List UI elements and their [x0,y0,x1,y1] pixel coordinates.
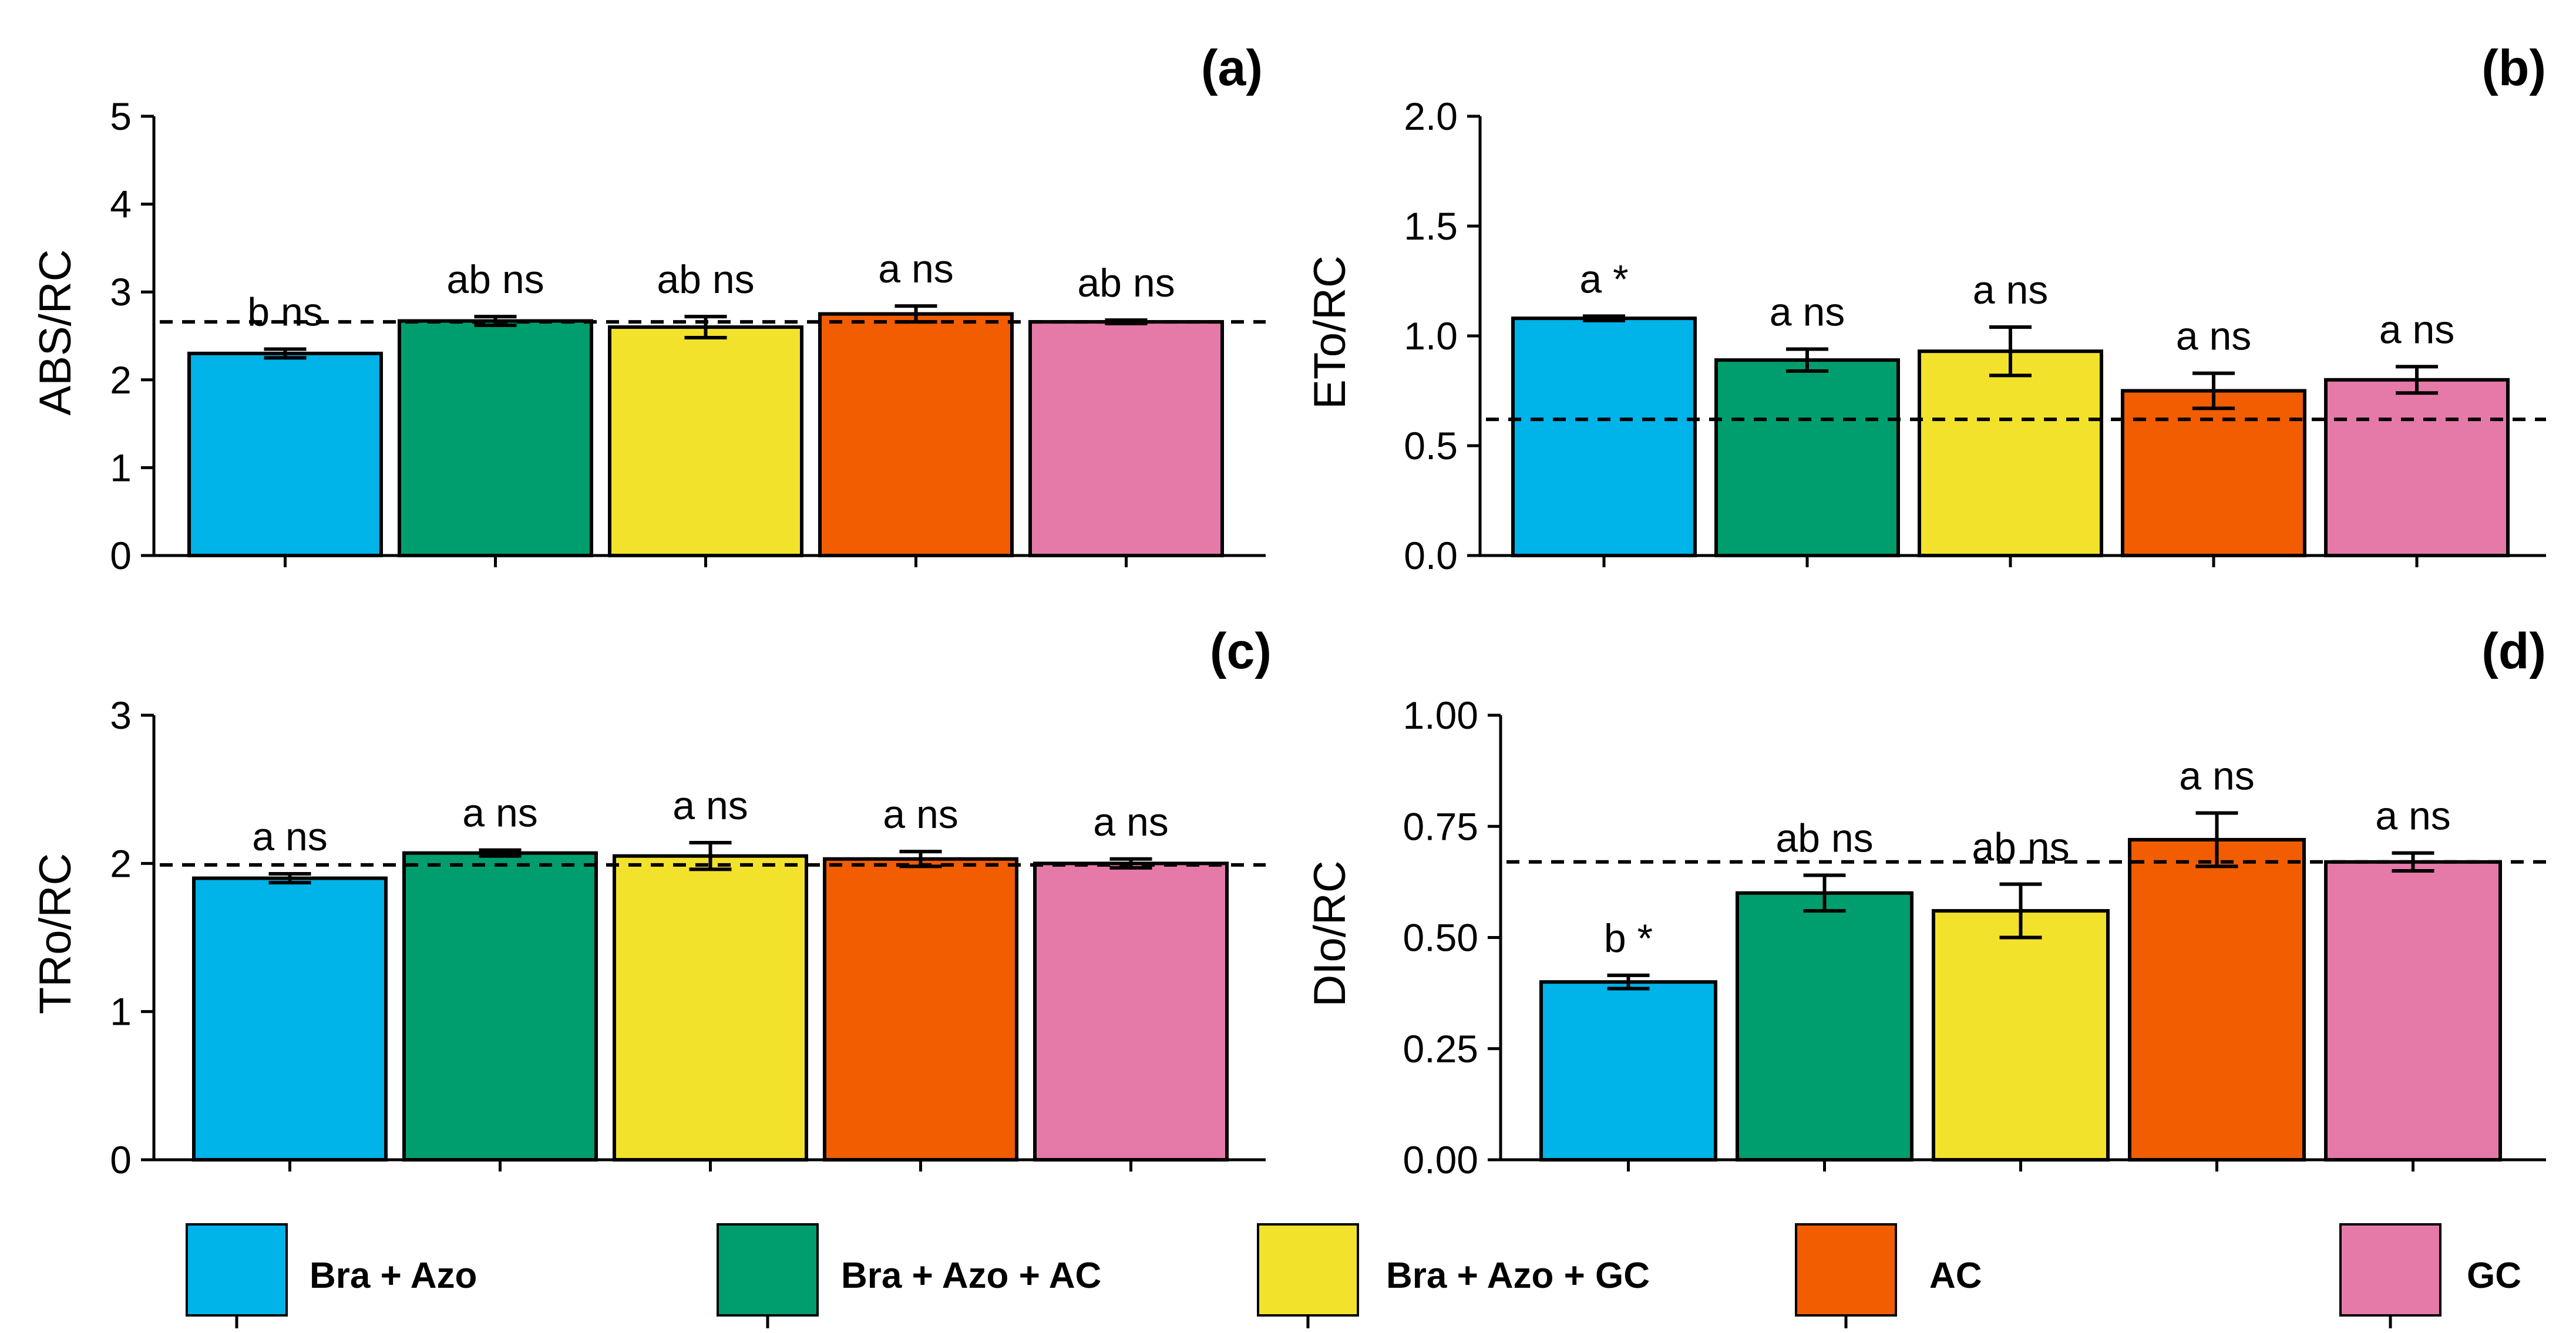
y-tick-label-c: 1 [110,990,132,1034]
panel-label-b: (b) [2481,40,2546,96]
legend: Bra + Azo Bra + Azo + AC Bra + Azo + GC … [186,1223,2521,1328]
panel-c: (c) TRo/RC 0 1 2 3 a ns a ns a ns a ns a ns [31,623,1272,1181]
bar-c [823,857,1018,1162]
legend-swatch-gc [2339,1223,2442,1317]
y-tick-label-c: 2 [110,841,132,885]
bar-a [818,312,1014,557]
bar-d [1539,980,1717,1162]
bar-d [2128,837,2306,1162]
y-tick-label-b: 1.5 [1404,204,1458,248]
legend-label-bra-azo-ac: Bra + Azo + AC [841,1255,1101,1296]
y-tick-label-b: 2.0 [1404,95,1458,138]
legend-swatch-bra-azo [186,1223,288,1317]
y-tick-label-b: 1.0 [1404,314,1458,358]
bar-a [608,325,803,557]
y-tick-label-a: 0 [110,534,132,577]
bar-label-d: a ns [2375,794,2451,839]
y-tick-label-a: 2 [110,358,132,402]
y-tick-label-d: 1.00 [1403,694,1478,737]
bar-d [2324,860,2502,1162]
bar-label-a: b ns [247,290,323,334]
y-tick-label-c: 0 [110,1138,132,1181]
y-tick-label-d: 0.75 [1403,804,1478,848]
bar-label-c: a ns [462,791,538,836]
y-tick-label-b: 0.0 [1404,534,1458,577]
bar-a [398,319,593,557]
bar-label-b: a ns [1973,268,2049,312]
bar-b [1918,349,2103,557]
bar-label-b: a * [1579,257,1628,301]
bar-label-b: a ns [2176,314,2252,359]
legend-label-bra-azo-gc: Bra + Azo + GC [1386,1255,1650,1296]
bar-b [2324,378,2510,557]
panel-label-c: (c) [1210,623,1272,679]
ylabel-b: ETo/RC [1305,255,1355,409]
bar-label-c: a ns [883,792,959,837]
bar-label-d: ab ns [1775,816,1873,861]
legend-label-bra-azo: Bra + Azo [310,1255,477,1296]
legend-label-gc: GC [2467,1255,2521,1296]
y-tick-label-c: 3 [110,694,132,737]
bar-label-d: a ns [2179,754,2255,799]
y-tick-label-a: 4 [110,183,132,226]
legend-swatch-bra-azo-gc [1257,1223,1359,1317]
bar-label-a: ab ns [1077,261,1175,305]
bar-a [1028,320,1224,558]
bar-b [1511,317,1697,558]
panel-b: (b) ETo/RC 0.0 0.5 1.0 1.5 2.0 a * a ns a ns a n… [1305,40,2546,577]
bar-label-c: a ns [672,783,748,828]
ylabel-d: DIo/RC [1305,860,1355,1007]
bar-label-a: ab ns [657,257,754,302]
legend-swatch-bra-azo-ac [717,1223,819,1317]
bar-b [1714,358,1900,557]
bar-a [187,351,383,557]
bar-d [1736,891,1913,1162]
bar-label-b: a ns [1770,290,1845,334]
y-tick-label-d: 0.50 [1403,916,1478,960]
y-tick-label-a: 3 [110,270,132,314]
bar-c [402,851,598,1162]
bar-label-d: b * [1604,916,1653,961]
panel-label-d: (d) [2481,623,2546,679]
bar-label-c: a ns [1093,800,1169,844]
y-tick-label-d: 0.25 [1403,1027,1478,1071]
legend-swatch-ac [1795,1223,1897,1317]
ylabel-c: TRo/RC [31,853,80,1014]
bar-c [192,876,388,1162]
bar-label-c: a ns [252,814,328,859]
legend-label-ac: AC [1929,1255,1982,1296]
bar-b [2121,389,2306,557]
bar-label-a: ab ns [446,257,544,302]
bar-label-a: a ns [878,247,954,291]
bar-d [1932,909,2110,1162]
bar-c [613,854,808,1162]
bar-c [1033,861,1229,1162]
ylabel-a: ABS/RC [31,250,80,416]
y-tick-label-a: 1 [110,446,132,489]
panel-d: (d) DIo/RC 0.00 0.25 0.50 0.75 1.00 b * ab ns a… [1305,623,2546,1181]
panel-label-a: (a) [1201,40,1263,96]
bar-label-b: a ns [2379,307,2455,352]
y-tick-label-b: 0.5 [1404,424,1458,467]
y-tick-label-d: 0.00 [1403,1138,1478,1181]
panel-a: (a) ABS/RC 0 1 2 3 4 5 b ns ab ns ab ns a ns ab ns [31,40,1266,577]
y-tick-label-a: 5 [110,95,132,138]
